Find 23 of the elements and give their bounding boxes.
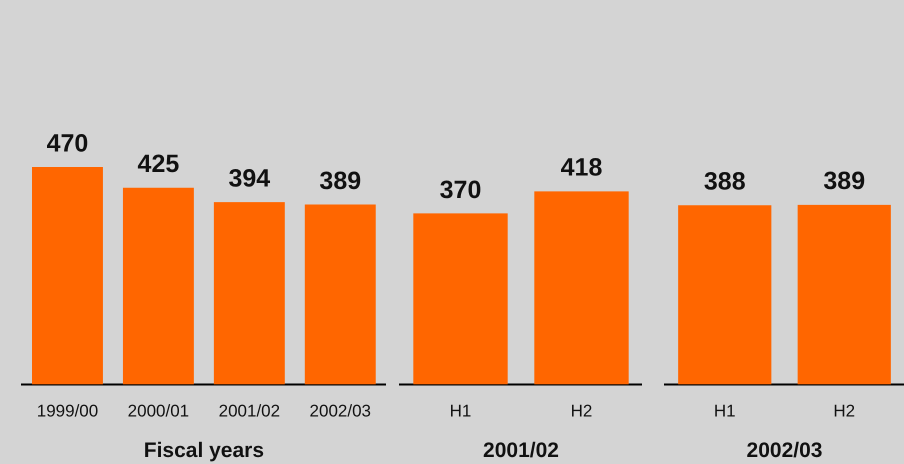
data-label: 389 [319, 166, 362, 195]
x-tick-label: H2 [570, 401, 592, 420]
bar [32, 166, 103, 384]
x-tick-label: 1999/00 [36, 401, 98, 420]
data-label: 418 [560, 154, 602, 182]
x-tick-label: H2 [833, 401, 856, 420]
data-label: 394 [228, 164, 270, 193]
x-tick-label: 2001/02 [218, 401, 280, 420]
x-tick-label: H1 [450, 401, 472, 420]
x-tick-label: 2002/03 [310, 401, 371, 420]
x-tick-label: 2000/01 [128, 401, 190, 420]
x-axis-title: 2002/03 [746, 439, 822, 462]
x-axis-title: Fiscal years [144, 439, 264, 462]
x-tick-label: H1 [714, 401, 736, 420]
bar [304, 204, 376, 384]
data-label: 370 [440, 176, 482, 204]
data-label: 389 [823, 167, 866, 196]
data-label: 425 [138, 150, 180, 178]
data-label: 388 [704, 168, 746, 196]
bar [214, 202, 285, 384]
x-axis-title: 2001/02 [483, 439, 559, 462]
data-label: 470 [46, 129, 88, 158]
bar [122, 188, 194, 384]
